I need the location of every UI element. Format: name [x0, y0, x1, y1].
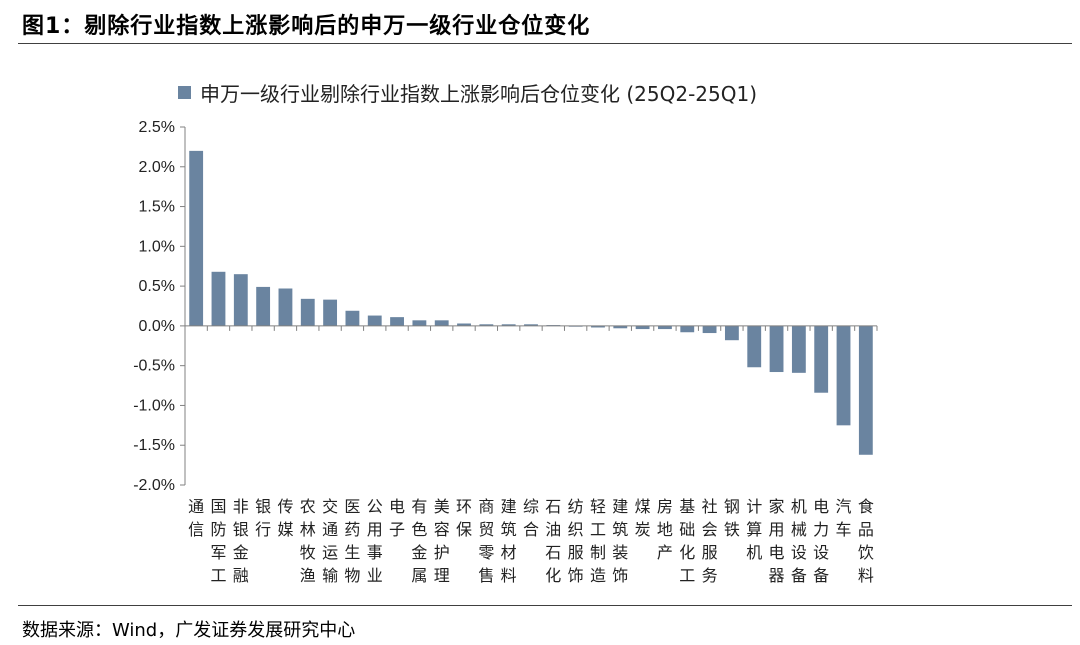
y-tick-label: 1.5%: [139, 199, 175, 216]
y-tick-label: 0.5%: [139, 278, 175, 295]
x-axis: [184, 325, 878, 331]
x-tick-label: 电力设备: [813, 497, 829, 585]
y-tick-label: 2.5%: [139, 119, 175, 136]
bar: [434, 320, 449, 326]
bar: [300, 298, 315, 326]
bar: [345, 310, 360, 326]
bar: [836, 325, 851, 426]
bar: [769, 325, 784, 373]
bar: [278, 288, 293, 326]
bar: [323, 299, 338, 326]
x-tick-label: 钢铁: [724, 497, 740, 539]
bar: [189, 150, 204, 326]
bar-chart: 申万一级行业剔除行业指数上涨影响后仓位变化 (25Q2-25Q1) 2.5%2.…: [133, 82, 878, 585]
bar: [367, 315, 382, 326]
x-tick-label: 国防军工: [210, 497, 226, 585]
x-tick-label: 综合: [523, 497, 539, 539]
x-tick-label: 非银金融: [233, 497, 249, 585]
x-tick-label: 基础化工: [679, 497, 695, 585]
title-rule: [18, 43, 1072, 44]
bar: [858, 325, 873, 455]
bar: [613, 325, 628, 329]
x-tick-label: 建筑装饰: [612, 497, 628, 585]
x-tick-label: 家用电器: [769, 497, 785, 585]
x-tick-label: 电子: [389, 497, 405, 539]
y-tick-label: -0.5%: [133, 358, 175, 375]
x-tick-label: 煤炭: [635, 497, 651, 539]
legend: 申万一级行业剔除行业指数上涨影响后仓位变化 (25Q2-25Q1): [178, 82, 757, 106]
bar: [524, 324, 538, 326]
bar: [658, 325, 672, 330]
x-tick-label: 食品饮料: [858, 497, 874, 585]
source-note: 数据来源：Wind，广发证券发展研究中心: [22, 620, 356, 641]
x-tick-label: 银行: [255, 497, 271, 539]
x-tick-label: 通信: [188, 497, 204, 539]
x-tick-label: 计算机: [746, 497, 762, 562]
bar: [814, 325, 829, 393]
bar: [233, 274, 248, 326]
bar: [457, 323, 471, 326]
x-tick-label: 汽车: [836, 497, 852, 539]
x-tick-label: 传媒: [277, 497, 293, 539]
x-tick-label: 房地产: [657, 497, 673, 562]
x-tick-label: 商贸零售: [478, 497, 494, 585]
bar: [412, 320, 427, 326]
bar: [724, 325, 739, 341]
x-tick-label: 公用事业: [367, 497, 383, 585]
y-tick-label: 1.0%: [139, 238, 175, 255]
x-tick-label: 建筑材料: [501, 497, 517, 585]
bar: [501, 324, 516, 326]
source-rule: [18, 605, 1072, 606]
bar: [256, 286, 271, 326]
bar: [591, 325, 605, 328]
y-tick-label: 2.0%: [139, 159, 175, 176]
x-tick-label: 石油石化: [545, 497, 561, 585]
bar: [211, 271, 226, 326]
y-axis: 2.5% 2.0% 1.5% 1.0% 0.5% 0.0% -0.5% -1.0% -1.5% -…: [133, 119, 186, 494]
bar: [479, 324, 494, 326]
y-tick-label: -2.0%: [133, 477, 175, 494]
x-tick-label: 医药生物: [344, 497, 360, 585]
x-tick-label: 机械设备: [791, 497, 807, 585]
x-tick-label: 轻工制造: [590, 497, 606, 585]
x-tick-label: 农林牧渔: [300, 497, 316, 585]
y-tick-label: -1.0%: [133, 397, 175, 414]
x-tick-label: 环保: [456, 497, 472, 539]
x-tick-label: 社会服务: [702, 497, 718, 585]
figure-title: 图1：剔除行业指数上涨影响后的申万一级行业仓位变化: [22, 14, 591, 39]
x-tick-label: 有色金属: [411, 497, 427, 585]
bar: [747, 325, 762, 368]
x-tick-label: 交通运输: [322, 497, 338, 585]
bar: [635, 325, 650, 330]
bar: [791, 325, 806, 373]
x-tick-label: 美容护理: [434, 497, 450, 585]
legend-swatch: [178, 86, 191, 99]
bar: [680, 325, 695, 333]
x-tick-label: 纺织服饰: [568, 497, 584, 585]
bars: [189, 150, 873, 455]
category-labels: 通信国防军工非银金融银行传媒农林牧渔交通运输医药生物公用事业电子有色金属美容护理…: [188, 497, 874, 585]
bar: [702, 325, 717, 334]
bar: [390, 317, 404, 326]
legend-label: 申万一级行业剔除行业指数上涨影响后仓位变化 (25Q2-25Q1): [200, 82, 757, 106]
y-tick-label: 0.0%: [139, 318, 175, 335]
y-tick-label: -1.5%: [133, 437, 175, 454]
